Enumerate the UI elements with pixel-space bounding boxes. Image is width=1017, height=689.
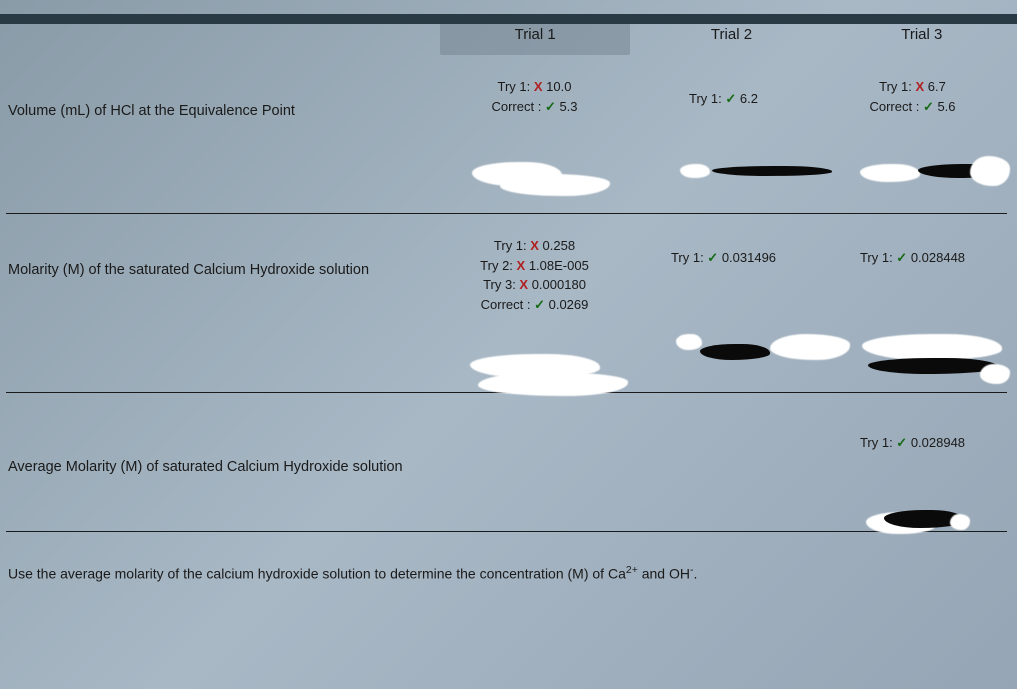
redaction-mark: [980, 364, 1010, 384]
redaction-mark: [680, 164, 710, 178]
row-label: Volume (mL) of HCl at the Equivalence Po…: [6, 55, 440, 119]
instruction-pre: Use the average molarity of the calcium …: [8, 566, 626, 582]
redaction-mark: [970, 156, 1010, 186]
instruction-mid: and OH: [638, 566, 690, 582]
attempt-line: Try 1: X 0.258: [440, 236, 629, 256]
redaction-mark: [676, 334, 702, 350]
check-icon: ✓: [896, 435, 907, 450]
instruction-post: .: [693, 566, 697, 582]
redaction-mark: [500, 174, 610, 196]
redaction-mark: [712, 166, 832, 176]
attempt-line: Correct : ✓ 5.6: [818, 97, 1007, 117]
x-mark-icon: X: [519, 277, 528, 292]
attempt-line: Try 1: ✓ 6.2: [629, 89, 818, 109]
check-icon: ✓: [896, 250, 907, 265]
top-bar: [0, 14, 1017, 24]
redaction-mark: [950, 514, 970, 530]
attempt-line: Try 1: ✓ 0.028448: [818, 248, 1007, 268]
instruction-sup1: 2+: [626, 564, 638, 576]
attempt-line: Try 1: X 10.0: [440, 77, 629, 97]
data-cell: Try 1: ✓ 6.2: [629, 55, 818, 205]
instruction-text: Use the average molarity of the calcium …: [0, 532, 1017, 582]
attempt-line: Try 1: X 6.7: [818, 77, 1007, 97]
attempt-line: Try 2: X 1.08E-005: [440, 256, 629, 276]
check-icon: ✓: [923, 99, 934, 114]
attempt-line: Try 3: X 0.000180: [440, 275, 629, 295]
x-mark-icon: X: [517, 258, 526, 273]
check-icon: ✓: [534, 297, 545, 312]
row-label: Average Molarity (M) of saturated Calciu…: [6, 393, 440, 475]
data-cell: Try 1: ✓ 0.028948: [818, 393, 1007, 523]
row-label: Molarity (M) of the saturated Calcium Hy…: [6, 214, 440, 278]
redaction-mark: [700, 344, 770, 360]
redaction-mark: [862, 334, 1002, 360]
data-row: Average Molarity (M) of saturated Calciu…: [6, 393, 1007, 532]
data-cell: [629, 393, 818, 523]
attempt-line: Correct : ✓ 0.0269: [440, 295, 629, 315]
redaction-mark: [868, 358, 998, 374]
data-cell: [440, 393, 629, 523]
check-icon: ✓: [707, 250, 718, 265]
x-mark-icon: X: [530, 238, 539, 253]
check-icon: ✓: [725, 91, 736, 106]
attempt-line: Try 1: ✓ 0.031496: [629, 248, 818, 268]
attempt-line: Correct : ✓ 5.3: [440, 97, 629, 117]
redaction-mark: [770, 334, 850, 360]
x-mark-icon: X: [916, 79, 925, 94]
redaction-mark: [860, 164, 920, 182]
check-icon: ✓: [545, 99, 556, 114]
x-mark-icon: X: [534, 79, 543, 94]
redaction-mark: [478, 372, 628, 396]
attempt-line: Try 1: ✓ 0.028948: [818, 433, 1007, 453]
